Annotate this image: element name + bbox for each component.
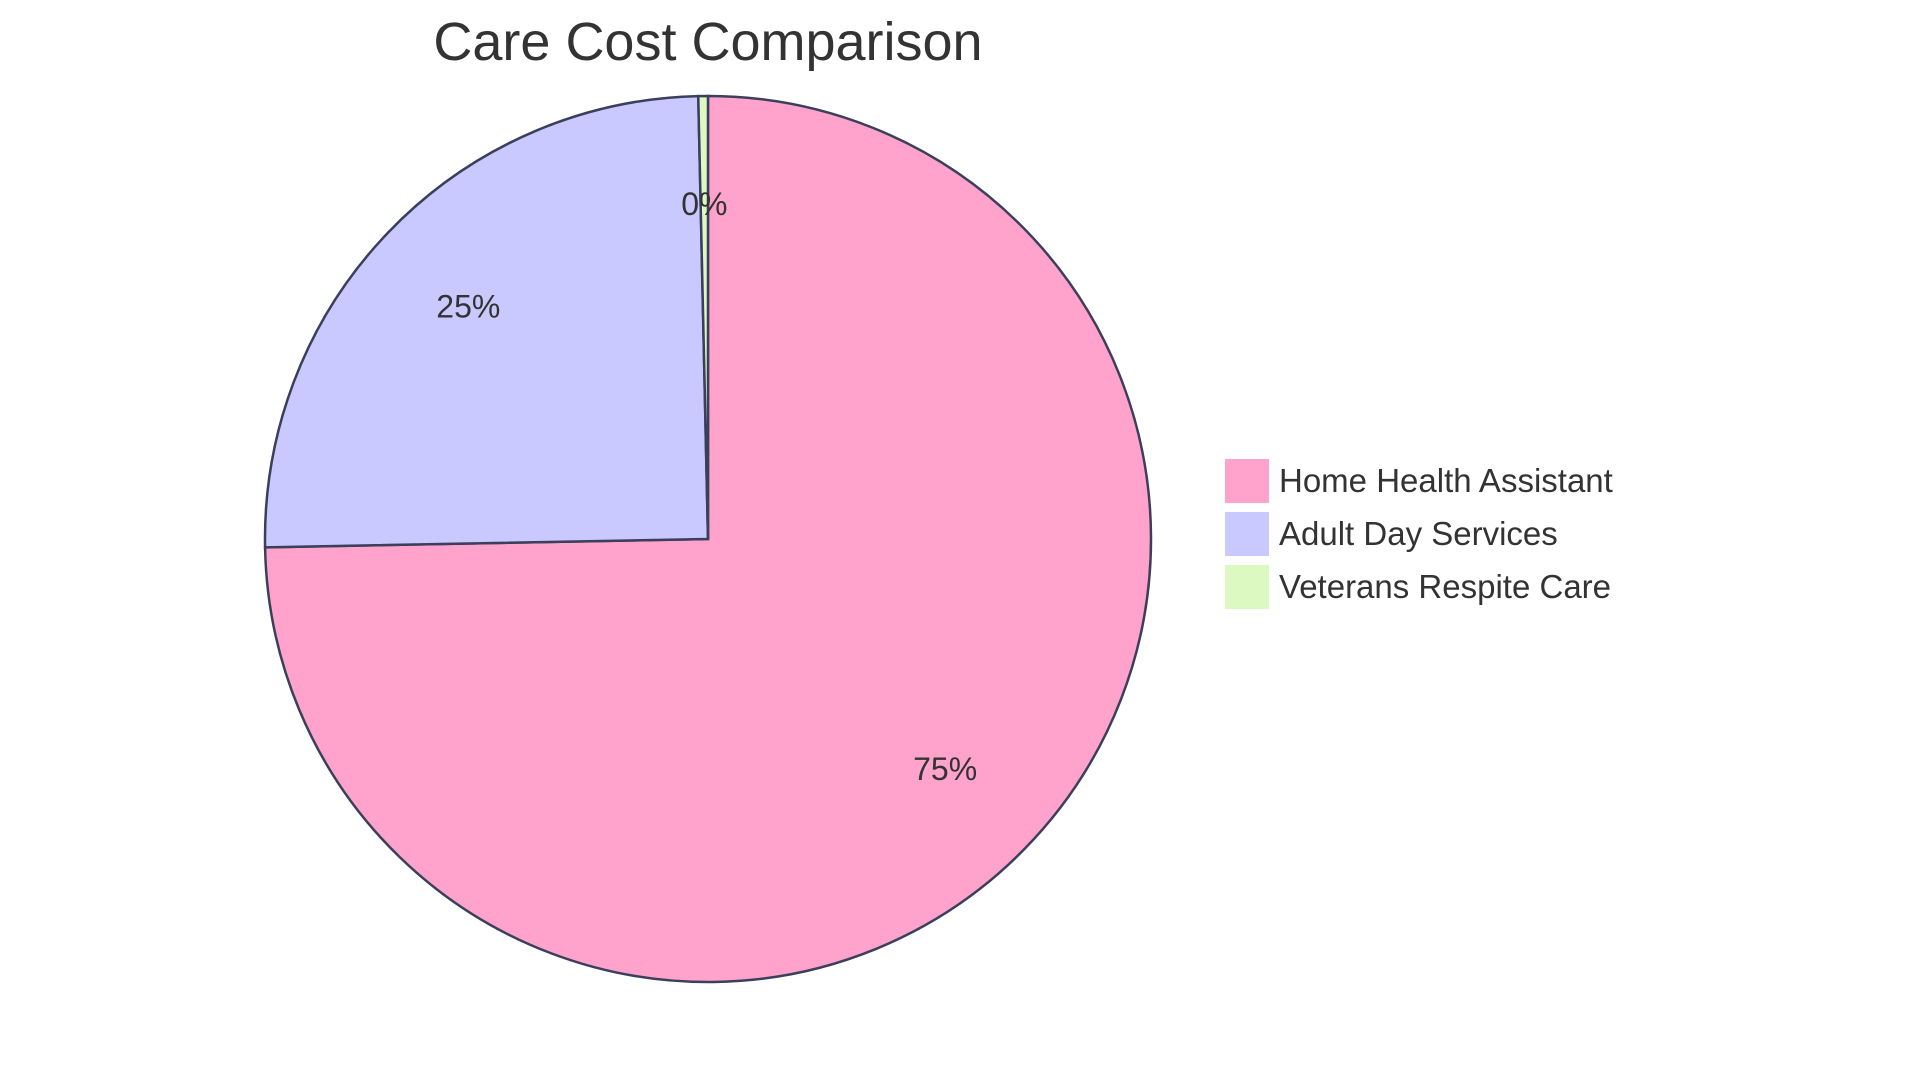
chart-title: Care Cost Comparison [433, 12, 982, 72]
slice-label: 0% [681, 186, 727, 222]
slice-labels: 75% 25% 0% [436, 186, 977, 787]
pie-slice-adult-day-services [263, 94, 710, 549]
legend-label: Home Health Assistant [1279, 462, 1613, 499]
legend-label: Adult Day Services [1279, 515, 1558, 552]
slice-label: 75% [913, 751, 977, 787]
pie-slice-veterans-respite-care [696, 94, 710, 540]
pie-slices [263, 94, 1153, 984]
legend-swatch [1225, 459, 1269, 503]
legend: Home Health Assistant Adult Day Services V… [1225, 459, 1613, 609]
slice-label: 25% [436, 288, 500, 324]
legend-swatch [1225, 565, 1269, 609]
legend-swatch [1225, 512, 1269, 556]
legend-label: Veterans Respite Care [1279, 568, 1611, 605]
